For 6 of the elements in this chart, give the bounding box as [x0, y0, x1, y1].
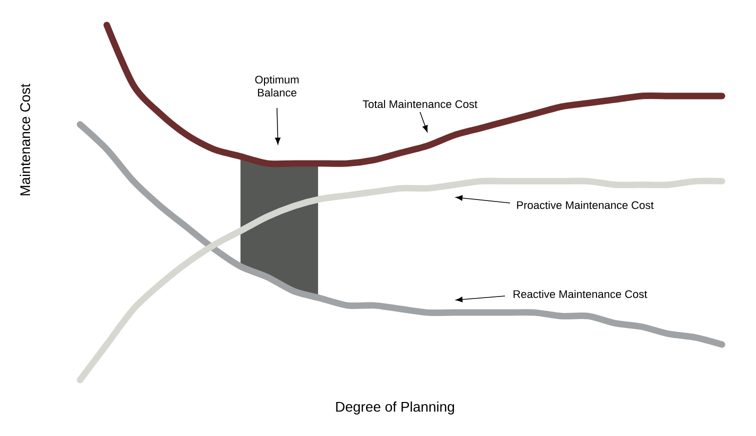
- annotation: Optimum Balance: [255, 75, 299, 97]
- y-axis-title: Maintenance Cost: [20, 84, 30, 196]
- x-axis-title: Degree of Planning: [336, 401, 454, 415]
- series-label: Reactive Maintenance Cost: [514, 290, 648, 298]
- series-label: Proactive Maintenance Cost: [517, 200, 654, 210]
- series-label: Total Maintenance Cost: [362, 100, 478, 108]
